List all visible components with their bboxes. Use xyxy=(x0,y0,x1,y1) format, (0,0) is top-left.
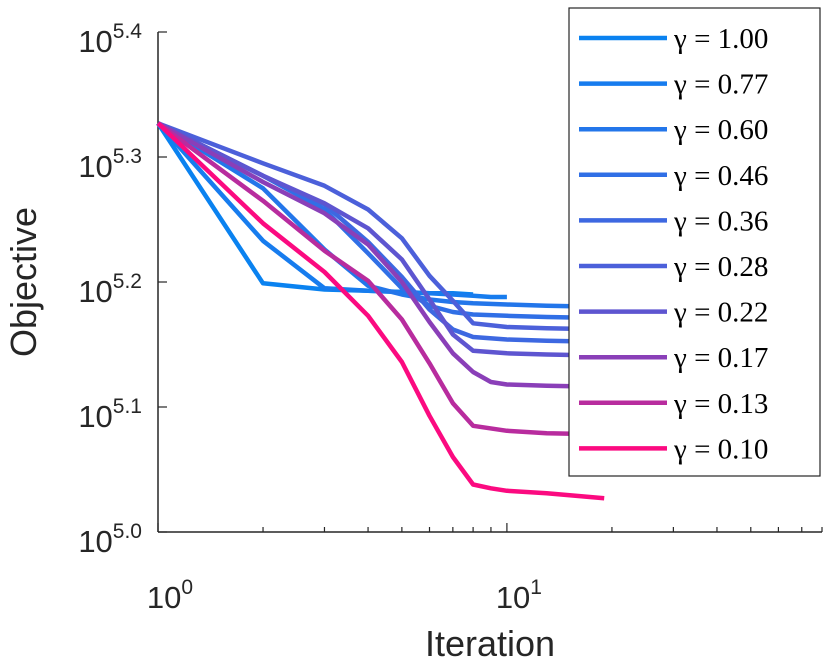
y-tick-label: 105.3 xyxy=(78,145,142,184)
series-line-6 xyxy=(157,121,612,332)
y-tick-label: 105.0 xyxy=(78,520,142,559)
x-tick-label: 100 xyxy=(147,576,193,615)
legend-label-7: γ = 0.22 xyxy=(673,297,768,329)
legend-label-8: γ = 0.17 xyxy=(673,342,768,374)
legend-label-10: γ = 0.10 xyxy=(673,433,768,465)
legend-label-4: γ = 0.46 xyxy=(673,160,768,192)
legend-label-5: γ = 0.36 xyxy=(673,205,768,237)
axes xyxy=(157,31,823,533)
legend-label-3: γ = 0.60 xyxy=(673,114,768,146)
x-axis-label: Iteration xyxy=(425,623,555,664)
series-line-8 xyxy=(156,121,612,390)
series-line-9 xyxy=(156,121,612,437)
x-tick-label: 101 xyxy=(496,576,542,615)
series-layer xyxy=(156,121,612,501)
series-line-10 xyxy=(156,121,605,501)
legend: γ = 1.00 γ = 0.77 γ = 0.60 γ = 0.46 γ = 0.36… xyxy=(568,7,821,477)
y-axis-label: Objective xyxy=(3,207,44,357)
series-line-4 xyxy=(156,121,612,321)
legend-label-1: γ = 1.00 xyxy=(673,23,768,55)
y-tick-label: 105.2 xyxy=(78,270,142,309)
ticks-layer: 105.0 105.1 105.2 105.3 105.4 100 101 xyxy=(78,20,542,615)
legend-label-6: γ = 0.28 xyxy=(673,251,768,283)
legend-label-2: γ = 0.77 xyxy=(673,69,768,101)
y-tick-label: 105.4 xyxy=(78,20,142,59)
series-line-7 xyxy=(156,121,612,359)
y-tick-label: 105.1 xyxy=(78,395,142,434)
legend-label-9: γ = 0.13 xyxy=(673,388,768,420)
legend-box xyxy=(568,7,821,477)
